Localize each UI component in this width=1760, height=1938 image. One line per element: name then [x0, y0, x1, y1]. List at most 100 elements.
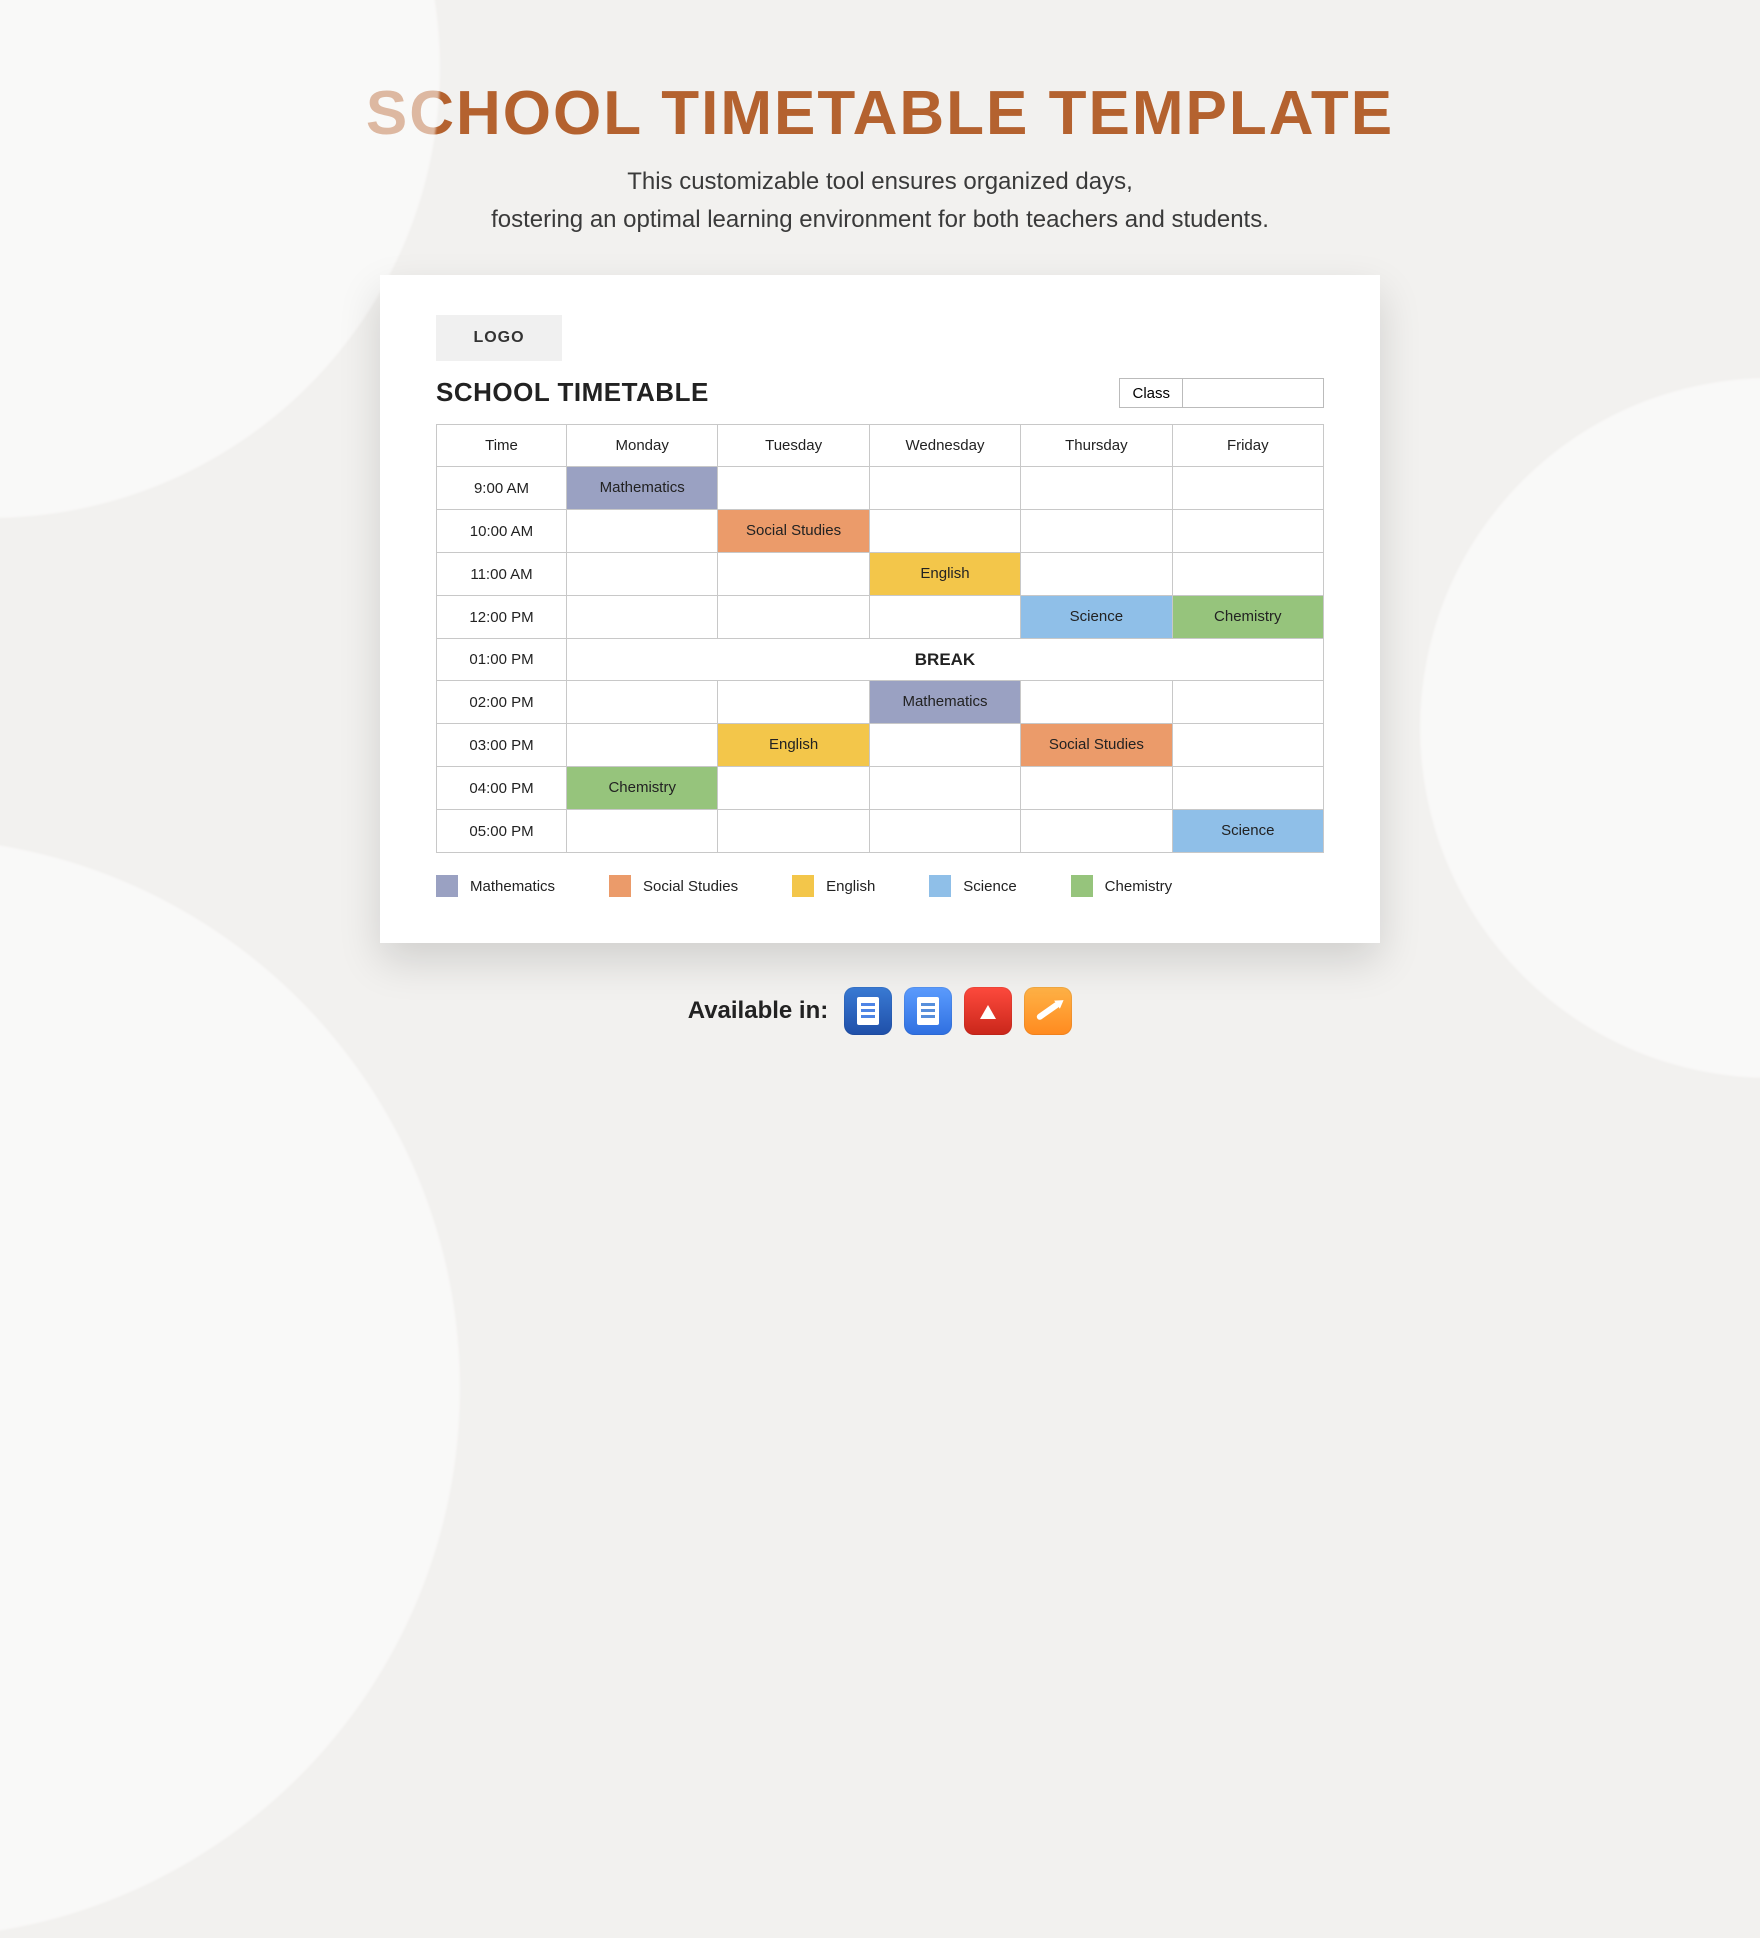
table-column-header: Wednesday: [869, 425, 1020, 467]
subject-cell: English: [869, 553, 1020, 596]
table-row: 10:00 AM Social Studies: [437, 510, 1324, 553]
timetable-table: TimeMondayTuesdayWednesdayThursdayFriday…: [436, 424, 1324, 853]
class-box: Class: [1119, 378, 1324, 408]
time-cell: 12:00 PM: [437, 596, 567, 639]
card-heading-row: SCHOOL TIMETABLE Class: [436, 377, 1324, 408]
legend-item: Social Studies: [609, 875, 738, 897]
docs-icon[interactable]: [904, 987, 952, 1035]
subtitle-line: This customizable tool ensures organized…: [627, 168, 1133, 195]
subject-cell: Mathematics: [869, 681, 1020, 724]
table-row: 04:00 PMChemistry: [437, 767, 1324, 810]
subject-cell: [567, 724, 718, 767]
background-shape: [1420, 378, 1760, 1078]
logo-placeholder: LOGO: [436, 315, 562, 361]
subject-chip: English: [718, 724, 868, 766]
table-row: 02:00 PM Mathematics: [437, 681, 1324, 724]
subject-cell: [1021, 553, 1172, 596]
subject-cell: [869, 467, 1020, 510]
app-icon-group: [844, 987, 1072, 1035]
subject-cell: English: [718, 724, 869, 767]
subject-chip: Mathematics: [870, 681, 1020, 723]
pdf-icon[interactable]: [964, 987, 1012, 1035]
legend-label: Mathematics: [470, 878, 555, 895]
legend-item: Chemistry: [1071, 875, 1173, 897]
pages-icon[interactable]: [1024, 987, 1072, 1035]
subject-cell: [869, 724, 1020, 767]
subject-cell: [1021, 467, 1172, 510]
subject-cell: [1172, 467, 1323, 510]
subject-cell: [1172, 681, 1323, 724]
subject-cell: Social Studies: [1021, 724, 1172, 767]
time-cell: 02:00 PM: [437, 681, 567, 724]
legend-swatch: [609, 875, 631, 897]
table-header-row: TimeMondayTuesdayWednesdayThursdayFriday: [437, 425, 1324, 467]
class-value[interactable]: [1183, 379, 1323, 407]
time-cell: 05:00 PM: [437, 810, 567, 853]
available-in-label: Available in:: [688, 997, 828, 1025]
subject-cell: [718, 810, 869, 853]
table-row: 03:00 PM English Social Studies: [437, 724, 1324, 767]
legend-item: Mathematics: [436, 875, 555, 897]
table-row: 01:00 PMBREAK: [437, 639, 1324, 681]
subject-chip: Science: [1173, 810, 1323, 852]
subject-cell: Chemistry: [567, 767, 718, 810]
time-cell: 03:00 PM: [437, 724, 567, 767]
subject-cell: Social Studies: [718, 510, 869, 553]
subject-cell: [869, 767, 1020, 810]
time-cell: 01:00 PM: [437, 639, 567, 681]
class-label: Class: [1120, 379, 1183, 407]
subject-cell: [718, 553, 869, 596]
subject-cell: [869, 810, 1020, 853]
subject-cell: [1021, 767, 1172, 810]
table-column-header: Monday: [567, 425, 718, 467]
subject-cell: [567, 553, 718, 596]
timetable-card: LOGO SCHOOL TIMETABLE Class TimeMondayTu…: [380, 275, 1380, 943]
table-column-header: Tuesday: [718, 425, 869, 467]
table-title: SCHOOL TIMETABLE: [436, 377, 709, 408]
subject-cell: [869, 510, 1020, 553]
table-row: 11:00 AMEnglish: [437, 553, 1324, 596]
subject-cell: [869, 596, 1020, 639]
legend-swatch: [1071, 875, 1093, 897]
table-column-header: Time: [437, 425, 567, 467]
break-cell: BREAK: [567, 639, 1324, 681]
legend-swatch: [792, 875, 814, 897]
subject-cell: [1172, 767, 1323, 810]
subject-cell: Science: [1172, 810, 1323, 853]
table-column-header: Friday: [1172, 425, 1323, 467]
subject-cell: [567, 510, 718, 553]
subject-cell: [567, 810, 718, 853]
legend-label: Chemistry: [1105, 878, 1173, 895]
legend-item: Science: [929, 875, 1016, 897]
subject-cell: [1172, 553, 1323, 596]
legend: Mathematics Social Studies English Science C…: [436, 875, 1324, 897]
legend-swatch: [929, 875, 951, 897]
table-row: 9:00 AMMathematics: [437, 467, 1324, 510]
subject-cell: [718, 596, 869, 639]
time-cell: 9:00 AM: [437, 467, 567, 510]
subject-chip: Social Studies: [718, 510, 868, 552]
word-icon[interactable]: [844, 987, 892, 1035]
legend-label: Science: [963, 878, 1016, 895]
subject-chip: English: [870, 553, 1020, 595]
subject-chip: Mathematics: [567, 467, 717, 509]
subject-cell: [718, 467, 869, 510]
table-row: 05:00 PM Science: [437, 810, 1324, 853]
subject-cell: [1021, 681, 1172, 724]
subject-cell: [718, 767, 869, 810]
table-column-header: Thursday: [1021, 425, 1172, 467]
subject-chip: Science: [1021, 596, 1171, 638]
subject-cell: Mathematics: [567, 467, 718, 510]
legend-item: English: [792, 875, 875, 897]
subject-chip: Social Studies: [1021, 724, 1171, 766]
time-cell: 10:00 AM: [437, 510, 567, 553]
subject-cell: Science: [1021, 596, 1172, 639]
time-cell: 04:00 PM: [437, 767, 567, 810]
table-row: 12:00 PM ScienceChemistry: [437, 596, 1324, 639]
subject-cell: [718, 681, 869, 724]
subtitle-line: fostering an optimal learning environmen…: [491, 206, 1269, 233]
subject-cell: Chemistry: [1172, 596, 1323, 639]
legend-label: Social Studies: [643, 878, 738, 895]
legend-swatch: [436, 875, 458, 897]
subject-cell: [1021, 810, 1172, 853]
